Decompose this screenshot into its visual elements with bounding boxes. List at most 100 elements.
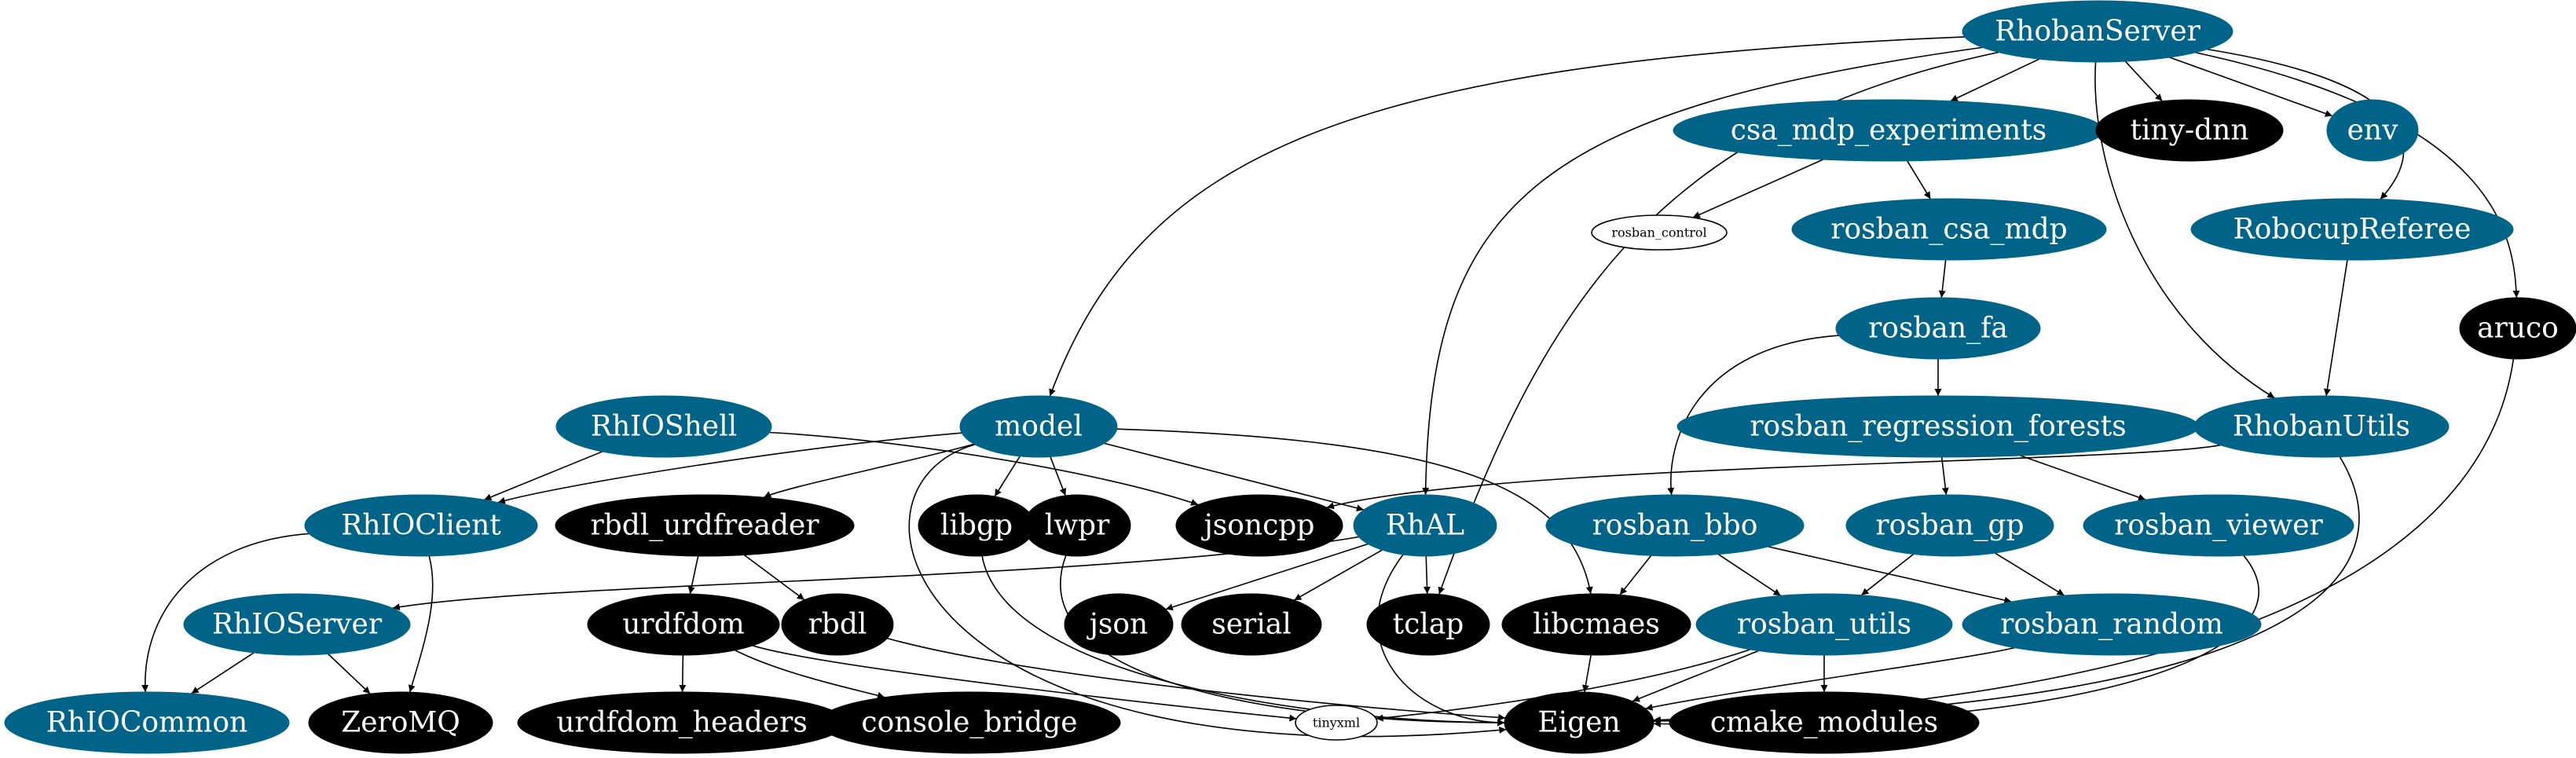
node-label: Eigen: [1537, 707, 1620, 739]
node-shape: [1669, 691, 1980, 754]
node-label: rosban_control: [1611, 225, 1706, 240]
node-rosban_csa_mdp: rosban_csa_mdp: [1791, 198, 2107, 261]
edge-RhIOClient-to-RhIOCommon: [141, 533, 310, 693]
node-urdfdom_headers: urdfdom_headers: [517, 691, 847, 754]
node-RhIOShell: RhIOShell: [555, 395, 772, 458]
node-shape: [1064, 593, 1174, 656]
node-shape: [4, 691, 290, 754]
node-label: tiny-dnn: [2130, 115, 2248, 147]
node-rbdl_urdfreader: rbdl_urdfreader: [555, 494, 855, 557]
edge-RhIOShell-to-RhIOClient: [484, 451, 603, 501]
edge-RhobanServer-to-csa_mdp_experiments: [1950, 58, 2040, 102]
node-label: jsoncpp: [1201, 510, 1315, 542]
node-shape: [1353, 494, 1497, 557]
node-shape: [1591, 214, 1728, 251]
node-urdfdom: urdfdom: [587, 593, 780, 656]
edge-RhIOClient-to-ZeroMQ: [408, 555, 434, 693]
node-label: rosban_csa_mdp: [1830, 214, 2067, 246]
node-rosban_bbo: rosban_bbo: [1545, 494, 1805, 557]
node-label: serial: [1211, 609, 1291, 641]
edge-rosban_csa_mdp-to-rosban_fa: [1938, 259, 1947, 298]
edge-model-to-libgp: [994, 456, 1021, 497]
node-label: aruco: [2477, 313, 2559, 345]
node-label: tinyxml: [1313, 716, 1360, 731]
node-shape: [1023, 494, 1131, 557]
node-shape: [183, 593, 411, 656]
edge-RhAL-to-serial: [1293, 549, 1383, 601]
node-label: RhobanServer: [1995, 16, 2200, 48]
node-label: RhIOCommon: [46, 707, 247, 739]
node-label: tclap: [1393, 609, 1464, 641]
node-rosban_fa: rosban_fa: [1835, 297, 2041, 360]
node-jsoncpp: jsoncpp: [1175, 494, 1343, 557]
node-label: rbdl_urdfreader: [590, 510, 819, 542]
node-label: RhIOServer: [212, 609, 383, 641]
edge-rosban_bbo-to-libcmaes: [1619, 555, 1652, 595]
edge-model-to-RhIOClient: [497, 432, 962, 504]
node-label: env: [2347, 115, 2398, 147]
edge-csa_mdp_experiments-to-rosban_control: [1692, 159, 1823, 218]
edge-rbdl_urdfreader-to-rbdl: [743, 554, 805, 601]
edge-RhobanServer-to-tiny-dnn: [2124, 60, 2163, 102]
node-shape: [304, 494, 538, 557]
edge-model-to-lwpr: [1050, 456, 1067, 496]
node-shape: [2083, 494, 2354, 557]
node-shape: [555, 494, 855, 557]
node-label: ZeroMQ: [341, 707, 460, 739]
node-label: rosban_bbo: [1592, 510, 1758, 542]
node-libgp: libgp: [918, 494, 1035, 557]
node-RhobanServer: RhobanServer: [1962, 0, 2233, 63]
node-console_bridge: console_bridge: [818, 691, 1121, 754]
edge-RhAL-to-json: [1165, 543, 1369, 611]
node-ZeroMQ: ZeroMQ: [308, 691, 493, 754]
node-RhIOCommon: RhIOCommon: [4, 691, 290, 754]
node-shape: [2095, 99, 2284, 162]
node-label: lwpr: [1045, 510, 1110, 542]
node-label: rosban_fa: [1868, 313, 2008, 345]
edge-model-to-RhAL: [1104, 442, 1365, 512]
edge-RhobanServer-to-env: [2169, 57, 2333, 117]
node-shape: [1504, 691, 1654, 754]
node-shape: [2190, 198, 2514, 261]
node-label: rosban_gp: [1875, 510, 2024, 542]
edge-RhobanUtils-to-jsoncpp: [1326, 444, 2221, 510]
node-RhIOClient: RhIOClient: [304, 494, 538, 557]
edge-RhIOServer-to-ZeroMQ: [328, 653, 371, 694]
edge-rosban_random-to-Eigen: [1645, 646, 2015, 711]
node-label: libcmaes: [1533, 609, 1660, 641]
edge-rosban_fa-to-rosban_bbo: [1667, 335, 1839, 496]
edge-rosban_regression_forests-to-rosban_gp: [1940, 456, 1949, 496]
node-label: rbdl: [808, 609, 867, 641]
node-shape: [1366, 593, 1490, 656]
edge-rbdl_urdfreader-to-urdfdom: [687, 555, 699, 595]
node-libcmaes: libcmaes: [1501, 593, 1691, 656]
node-shape: [1175, 494, 1343, 557]
edge-model-to-libcmaes: [1116, 428, 1593, 595]
node-label: csa_mdp_experiments: [1731, 115, 2047, 147]
node-shape: [1501, 593, 1691, 656]
edge-rbdl-to-Eigen: [887, 637, 1506, 721]
node-label: rosban_viewer: [2114, 510, 2323, 542]
edge-lwpr-to-Eigen: [1060, 555, 1505, 727]
edge-RhAL-to-Eigen: [1376, 554, 1505, 727]
node-label: rosban_utils: [1737, 609, 1911, 641]
node-shape: [1545, 494, 1805, 557]
node-shape: [1181, 593, 1322, 656]
node-rosban_control: rosban_control: [1591, 214, 1728, 251]
edge-rosban_bbo-to-rosban_random: [1768, 546, 2012, 604]
node-rosban_utils: rosban_utils: [1695, 593, 1953, 656]
node-shape: [1845, 494, 2054, 557]
node-shape: [1962, 593, 2262, 656]
node-label: RhIOClient: [341, 510, 501, 542]
node-shape: [818, 691, 1121, 754]
node-lwpr: lwpr: [1023, 494, 1131, 557]
node-shape: [2326, 99, 2419, 162]
node-rosban_random: rosban_random: [1962, 593, 2262, 656]
node-RobocupReferee: RobocupReferee: [2190, 198, 2514, 261]
node-rosban_gp: rosban_gp: [1845, 494, 2054, 557]
edge-RhobanServer-to-aruco: [2195, 52, 2520, 298]
node-label: cmake_modules: [1710, 707, 1938, 739]
node-RhAL: RhAL: [1353, 494, 1497, 557]
edge-RhobanServer-to-model: [1049, 36, 1965, 397]
